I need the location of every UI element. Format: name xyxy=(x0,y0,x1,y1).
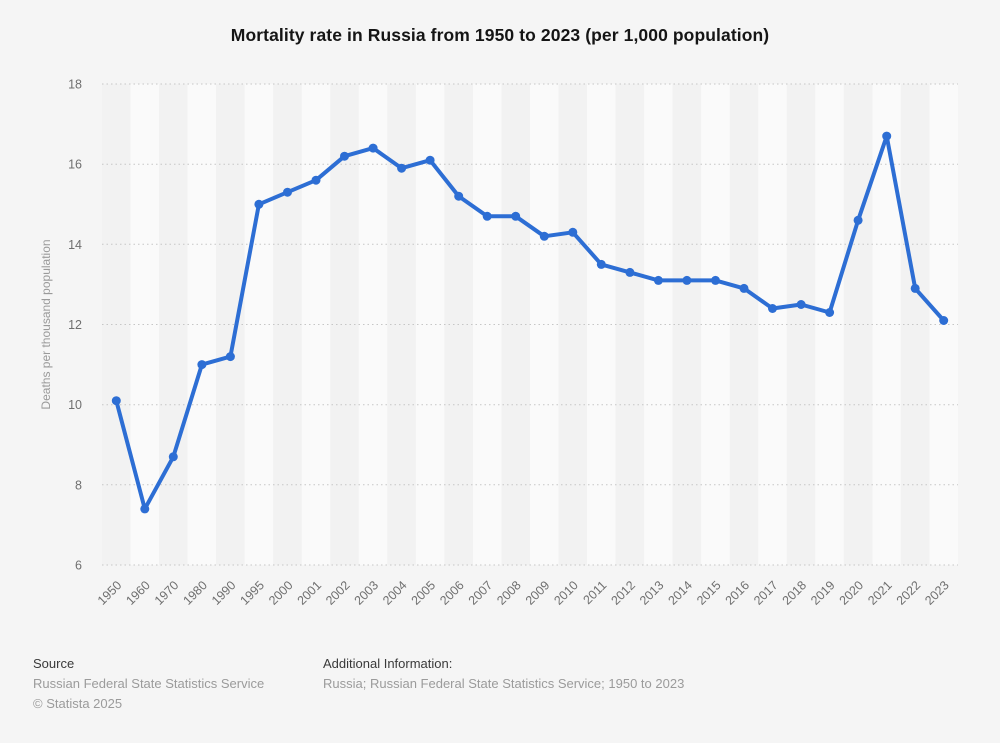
copyright-notice: © Statista 2025 xyxy=(33,696,123,711)
plot-band xyxy=(130,84,160,565)
data-point[interactable] xyxy=(283,187,292,197)
plot-band xyxy=(900,84,930,565)
plot-band xyxy=(244,84,274,565)
data-point[interactable] xyxy=(140,504,150,514)
data-point[interactable] xyxy=(568,227,578,237)
plot-band xyxy=(387,84,416,565)
y-axis-title: Deaths per thousand population xyxy=(39,239,53,409)
data-point[interactable] xyxy=(539,231,549,241)
y-tick-label: 10 xyxy=(68,398,82,412)
x-tick-label: 2020 xyxy=(837,578,867,608)
additional-information-label: Additional Information: xyxy=(323,656,453,671)
data-point[interactable] xyxy=(882,131,892,141)
x-tick-label: 1995 xyxy=(237,578,267,608)
x-tick-label: 2002 xyxy=(323,578,353,608)
plot-band xyxy=(216,84,245,565)
x-tick-label: 2013 xyxy=(637,578,667,608)
x-tick-label: 1950 xyxy=(95,578,125,608)
x-tick-label: 2012 xyxy=(608,578,638,608)
plot-band xyxy=(558,84,588,565)
x-tick-label: 2011 xyxy=(581,578,610,607)
data-point[interactable] xyxy=(454,191,464,201)
x-tick-label: 2022 xyxy=(894,578,924,608)
data-point[interactable] xyxy=(425,155,435,165)
x-tick-label: 2001 xyxy=(295,578,325,608)
x-tick-label: 2007 xyxy=(466,578,496,608)
data-point[interactable] xyxy=(511,211,521,221)
data-point[interactable] xyxy=(625,267,635,277)
data-point[interactable] xyxy=(796,300,806,309)
x-tick-label: 1970 xyxy=(152,578,182,608)
y-tick-label: 8 xyxy=(75,478,82,492)
x-tick-label: 2021 xyxy=(865,578,895,608)
x-tick-label: 2018 xyxy=(780,578,810,608)
x-tick-label: 2023 xyxy=(922,578,952,608)
data-point[interactable] xyxy=(939,316,949,325)
x-tick-label: 2004 xyxy=(380,578,410,608)
data-point[interactable] xyxy=(111,396,121,406)
data-point[interactable] xyxy=(682,275,692,285)
data-point[interactable] xyxy=(768,304,777,313)
x-tick-label: 2009 xyxy=(523,578,553,608)
y-tick-label: 16 xyxy=(68,158,82,172)
x-tick-label: 1980 xyxy=(180,578,210,608)
data-point[interactable] xyxy=(910,283,920,293)
source-label: Source xyxy=(33,656,75,671)
trend-line xyxy=(114,134,946,511)
x-tick-label: 2005 xyxy=(409,578,439,608)
x-tick-label: 1990 xyxy=(209,578,239,608)
y-tick-label: 14 xyxy=(68,238,82,252)
y-tick-label: 18 xyxy=(68,78,82,92)
y-tick-label: 12 xyxy=(68,318,82,332)
source-name: Russian Federal State Statistics Service xyxy=(33,676,265,691)
x-tick-label: 2014 xyxy=(665,578,695,608)
data-point[interactable] xyxy=(311,175,321,185)
x-tick-label: 2008 xyxy=(494,578,524,608)
x-tick-label: 2017 xyxy=(751,578,781,608)
additional-information-block: Additional Information: Russia; Russian … xyxy=(323,656,684,696)
data-point[interactable] xyxy=(254,199,264,209)
data-point[interactable] xyxy=(653,275,663,285)
data-point[interactable] xyxy=(368,143,378,153)
data-point[interactable] xyxy=(225,352,235,362)
x-tick-label: 2010 xyxy=(551,578,581,608)
data-point[interactable] xyxy=(596,259,606,269)
x-tick-label: 2019 xyxy=(808,578,838,608)
x-tick-label: 2000 xyxy=(266,578,296,608)
data-point[interactable] xyxy=(739,283,749,293)
data-point[interactable] xyxy=(482,211,492,221)
x-tick-label: 1960 xyxy=(123,578,153,608)
data-point[interactable] xyxy=(711,275,720,285)
additional-information-text: Russia; Russian Federal State Statistics… xyxy=(323,676,685,691)
chart-title: Mortality rate in Russia from 1950 to 20… xyxy=(230,25,770,45)
source-block: Source Russian Federal State Statistics … xyxy=(33,656,264,716)
plot-band xyxy=(472,84,502,565)
data-point[interactable] xyxy=(397,163,407,173)
x-tick-label: 2006 xyxy=(437,578,467,608)
data-point[interactable] xyxy=(825,308,835,317)
data-point[interactable] xyxy=(197,360,207,370)
x-tick-label: 2015 xyxy=(694,578,724,608)
data-point[interactable] xyxy=(168,452,178,462)
x-tick-label: 2003 xyxy=(352,578,382,608)
y-tick-label: 6 xyxy=(75,559,82,573)
data-point[interactable] xyxy=(853,215,863,225)
data-point[interactable] xyxy=(340,151,349,161)
plot-band xyxy=(729,84,759,565)
plot-band xyxy=(301,84,331,565)
x-tick-label: 2016 xyxy=(723,578,753,608)
plot-band xyxy=(815,84,844,565)
plot-band xyxy=(644,84,673,565)
plot-band xyxy=(159,84,188,565)
